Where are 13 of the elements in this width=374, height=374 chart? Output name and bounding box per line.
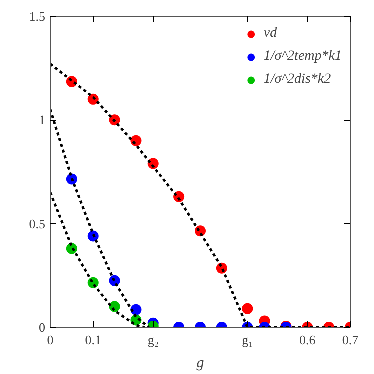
x-tick-label: g₂ (148, 332, 159, 348)
legend-label: 1/σ^2dis*k2 (264, 72, 332, 88)
x-tick-label: 0.7 (342, 332, 360, 348)
x-tick-label: 0.6 (300, 332, 316, 348)
legend-label: vd (264, 26, 278, 42)
y-tick-label: 1.5 (29, 9, 46, 24)
y-tick-label: 0.5 (29, 216, 46, 232)
x-tick-label: g₁ (242, 332, 254, 348)
y-tick-label: 0 (39, 320, 46, 335)
x-axis-title: g (196, 356, 205, 372)
legend-label: 1/σ^2temp*k1 (264, 49, 342, 65)
y-tick-label: 1 (39, 112, 46, 128)
x-tick-label: 0.1 (85, 332, 102, 348)
